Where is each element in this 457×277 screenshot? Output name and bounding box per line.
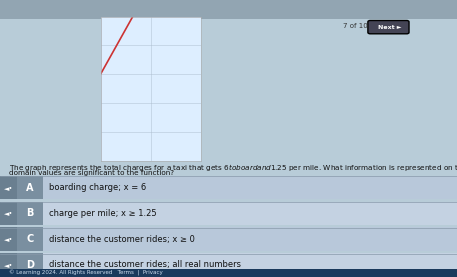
Bar [0, 202, 17, 225]
Text: © Learning 2024. All Rights Reserved   Terms  |  Privacy: © Learning 2024. All Rights Reserved Ter… [9, 270, 163, 276]
Text: ◄•: ◄• [4, 236, 13, 242]
Bar [0, 253, 17, 277]
Text: ◄•: ◄• [4, 185, 13, 191]
FancyBboxPatch shape [368, 20, 409, 34]
Text: charge per mile; x ≥ 1.25: charge per mile; x ≥ 1.25 [49, 209, 157, 218]
Bar [0, 273, 457, 277]
Text: domain values are significant to the function?: domain values are significant to the fun… [9, 170, 174, 176]
Text: D: D [26, 260, 34, 270]
Text: The graph represents the total charges for a taxi that gets $6 to board and $1.2: The graph represents the total charges f… [9, 162, 457, 173]
Text: C: C [27, 234, 33, 244]
Text: boarding charge; x = 6: boarding charge; x = 6 [49, 183, 147, 192]
Text: ◄•: ◄• [4, 262, 13, 268]
Text: ◄•: ◄• [4, 211, 13, 216]
Bar [0, 0, 457, 19]
Bar [17, 176, 43, 199]
Bar [17, 253, 43, 277]
Bar [17, 227, 43, 251]
Bar [0, 176, 17, 199]
Bar [0, 227, 17, 251]
Text: B: B [26, 208, 34, 219]
Bar [17, 202, 43, 225]
Text: distance the customer rides; all real numbers: distance the customer rides; all real nu… [49, 260, 241, 270]
Text: A: A [26, 183, 34, 193]
Text: distance the customer rides; x ≥ 0: distance the customer rides; x ≥ 0 [49, 235, 195, 244]
Text: Next ►: Next ► [378, 25, 402, 30]
Text: 7 of 10: 7 of 10 [343, 23, 367, 29]
